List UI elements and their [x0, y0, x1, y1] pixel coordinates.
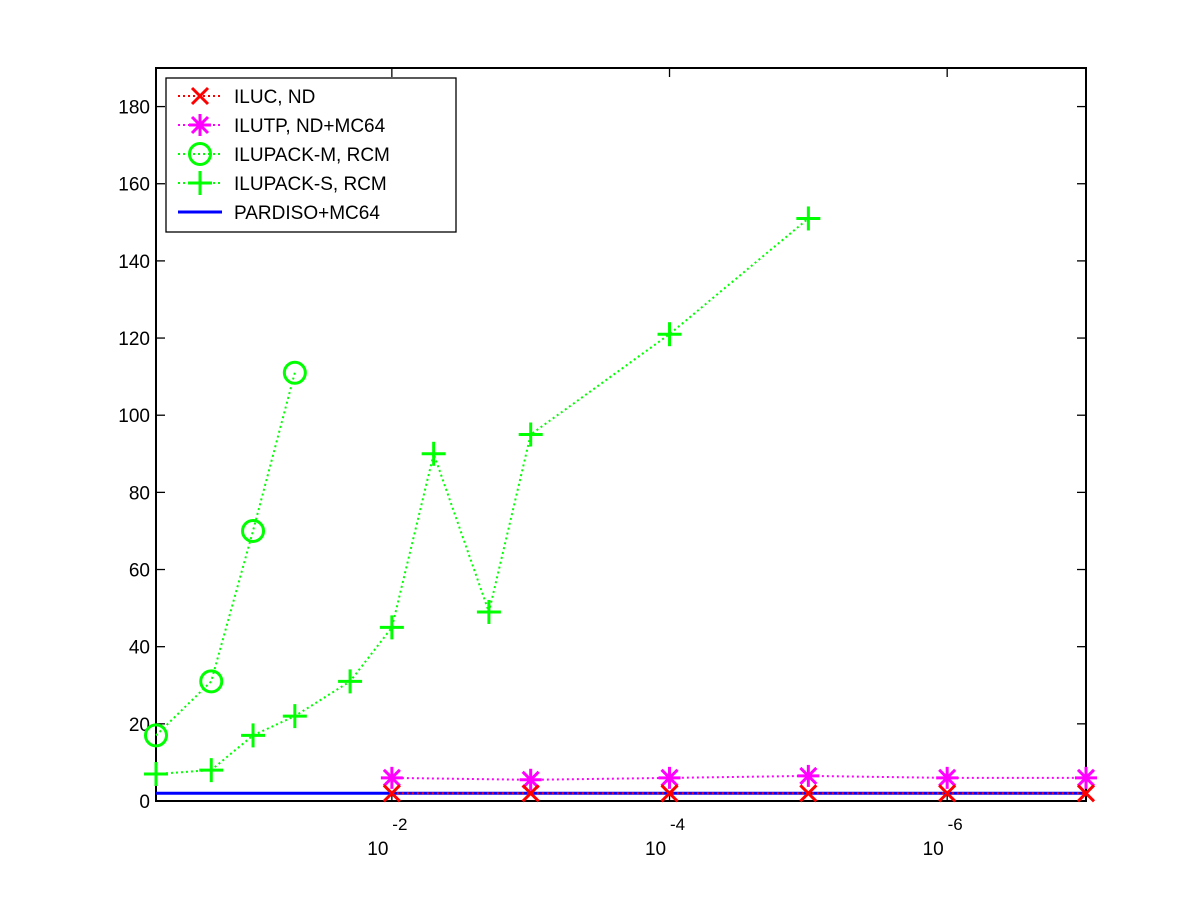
data-point [660, 784, 679, 803]
y-tick-label: 60 [129, 561, 150, 582]
series-ilutp-nd-mc64 [380, 764, 1097, 791]
data-point [241, 723, 266, 748]
legend-label: ILUPACK-S, RCM [234, 174, 387, 195]
x-tick-base: 10 [645, 839, 666, 860]
data-point [521, 784, 540, 803]
y-tick-label: 100 [118, 406, 150, 427]
y-tick-label: 180 [118, 98, 150, 119]
legend: ILUC, ND ILUTP, ND+MC64 ILUPACK-M, RCM ILUP… [165, 77, 457, 233]
legend-entry: PARDISO+MC64 [178, 203, 380, 224]
x-tick-exponent: -6 [948, 815, 963, 834]
data-point [199, 669, 224, 694]
x-tick-base: 10 [923, 839, 944, 860]
y-tick-label: 160 [118, 175, 150, 196]
data-point [476, 599, 501, 624]
legend-label: ILUC, ND [234, 87, 315, 108]
legend-label: PARDISO+MC64 [234, 203, 380, 224]
legend-label: ILUTP, ND+MC64 [234, 116, 386, 137]
series-line [391, 774, 1086, 781]
data-point [282, 704, 307, 729]
data-point [518, 422, 543, 447]
data-point [380, 766, 403, 789]
data-point [421, 441, 446, 466]
legend-entry: ILUPACK-S, RCM [178, 171, 387, 195]
y-tick-label: 80 [129, 483, 150, 504]
x-tick-label: 10-2 [367, 815, 407, 860]
data-point [936, 766, 959, 789]
data-point [144, 761, 168, 786]
data-point [519, 768, 542, 791]
legend-entry: ILUC, ND [178, 86, 315, 108]
legend-entry: ILUPACK-M, RCM [178, 142, 390, 166]
series-layer [144, 206, 1097, 803]
data-point [797, 764, 820, 787]
legend-marker [190, 86, 210, 106]
series-line [155, 372, 296, 737]
data-point [657, 322, 682, 347]
axis-ticks [156, 68, 1086, 802]
legend-marker [189, 114, 211, 136]
data-point [938, 784, 957, 803]
y-tick-label: 20 [129, 715, 150, 736]
series-iluc-nd [382, 784, 1096, 803]
data-point [241, 518, 266, 543]
x-tick-label: 10-4 [645, 815, 685, 860]
x-tick-base: 10 [367, 839, 388, 860]
data-point [382, 784, 401, 803]
legend-marker [188, 142, 212, 166]
y-tick-label: 120 [118, 329, 150, 350]
data-point [799, 784, 818, 803]
legend-entry: ILUTP, ND+MC64 [178, 114, 386, 137]
data-point [1075, 766, 1097, 789]
y-tick-label: 140 [118, 252, 150, 273]
data-point [144, 723, 168, 748]
data-point [796, 206, 821, 231]
x-tick-exponent: -4 [670, 815, 685, 834]
legend-label: ILUPACK-M, RCM [234, 145, 390, 166]
data-point [338, 669, 363, 694]
data-point [282, 360, 307, 385]
legend-marker [188, 171, 212, 195]
series-line [155, 217, 809, 775]
y-tick-label: 0 [139, 792, 150, 813]
series-ilupack-s-rcm [144, 206, 821, 786]
x-tick-label: 10-6 [923, 815, 963, 860]
data-point [199, 758, 224, 783]
data-point [1076, 784, 1096, 803]
data-point [379, 615, 404, 640]
data-point [658, 766, 681, 789]
x-tick-exponent: -2 [392, 815, 407, 834]
y-tick-label: 40 [129, 638, 150, 659]
series-ilupack-m-rcm [144, 360, 307, 748]
